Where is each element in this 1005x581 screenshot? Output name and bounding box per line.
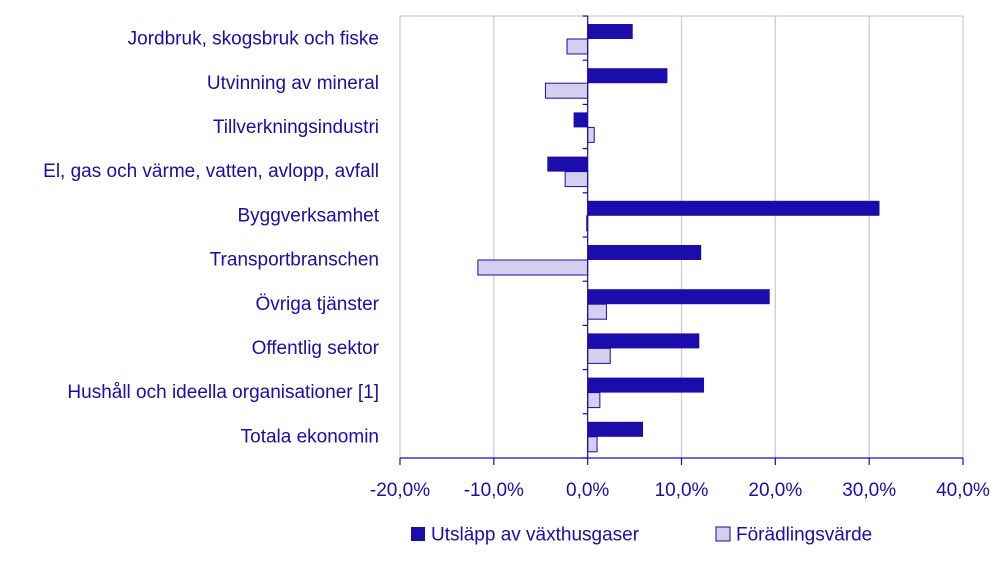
category-labels: Jordbruk, skogsbruk och fiske Utvinning a… — [43, 29, 380, 448]
category-label-3: El, gas och värme, vatten, avlopp, avfal… — [43, 161, 379, 182]
x-tick-label-4: 20,0% — [748, 480, 802, 501]
legend: Utsläpp av växthusgaser Förädlingsvärde — [411, 525, 872, 546]
category-label-4: Byggverksamhet — [237, 205, 379, 226]
bar-s1-c3 — [564, 171, 589, 188]
bar-s1-c7 — [587, 347, 611, 364]
x-tick-label-5: 30,0% — [842, 480, 896, 501]
x-tick-label-3: 10,0% — [655, 480, 709, 501]
bar-s0-c7 — [587, 333, 700, 349]
bar-s0-c9 — [587, 421, 644, 437]
bar-s1-c9 — [587, 436, 598, 453]
bar-s0-c2 — [573, 112, 588, 128]
category-label-2: Tillverkningsindustri — [213, 117, 379, 138]
legend-swatch-1 — [715, 526, 731, 542]
category-label-6: Övriga tjänster — [255, 294, 379, 315]
bar-s0-c8 — [587, 377, 705, 393]
category-label-9: Totala ekonomin — [241, 426, 379, 447]
axes — [399, 15, 964, 465]
bar-s1-c2 — [587, 126, 595, 143]
bar-s1-c6 — [587, 303, 607, 320]
legend-swatch-0 — [411, 527, 425, 541]
legend-label-1: Förädlingsvärde — [736, 525, 872, 546]
bar-s0-c4 — [587, 200, 880, 216]
bar-s1-c0 — [566, 38, 589, 55]
bar-s0-c1 — [587, 68, 668, 84]
gridlines — [399, 15, 964, 458]
bar-s0-c0 — [587, 24, 633, 39]
bar-s1-c8 — [587, 392, 601, 409]
bar-s1-c1 — [544, 82, 589, 99]
x-tick-label-2: 0,0% — [566, 480, 609, 501]
x-tick-label-1: -10,0% — [464, 480, 524, 501]
x-tick-labels: -20,0% -10,0% 0,0% 10,0% 20,0% 30,0% 40,0% — [370, 480, 990, 501]
category-label-1: Utvinning av mineral — [207, 73, 379, 94]
bar-s0-c5 — [587, 245, 702, 260]
legend-label-0: Utsläpp av växthusgaser — [431, 525, 640, 546]
category-label-0: Jordbruk, skogsbruk och fiske — [128, 29, 379, 50]
category-label-5: Transportbranschen — [210, 250, 379, 271]
bar-s0-c3 — [547, 156, 588, 172]
bar-s0-c6 — [587, 289, 770, 305]
bars — [477, 24, 880, 453]
category-label-7: Offentlig sektor — [252, 338, 380, 359]
category-label-8: Hushåll och ideella organisationer [1] — [67, 382, 379, 403]
x-tick-label-6: 40,0% — [936, 480, 990, 501]
bar-s1-c5 — [477, 259, 589, 276]
x-tick-label-0: -20,0% — [370, 480, 430, 501]
